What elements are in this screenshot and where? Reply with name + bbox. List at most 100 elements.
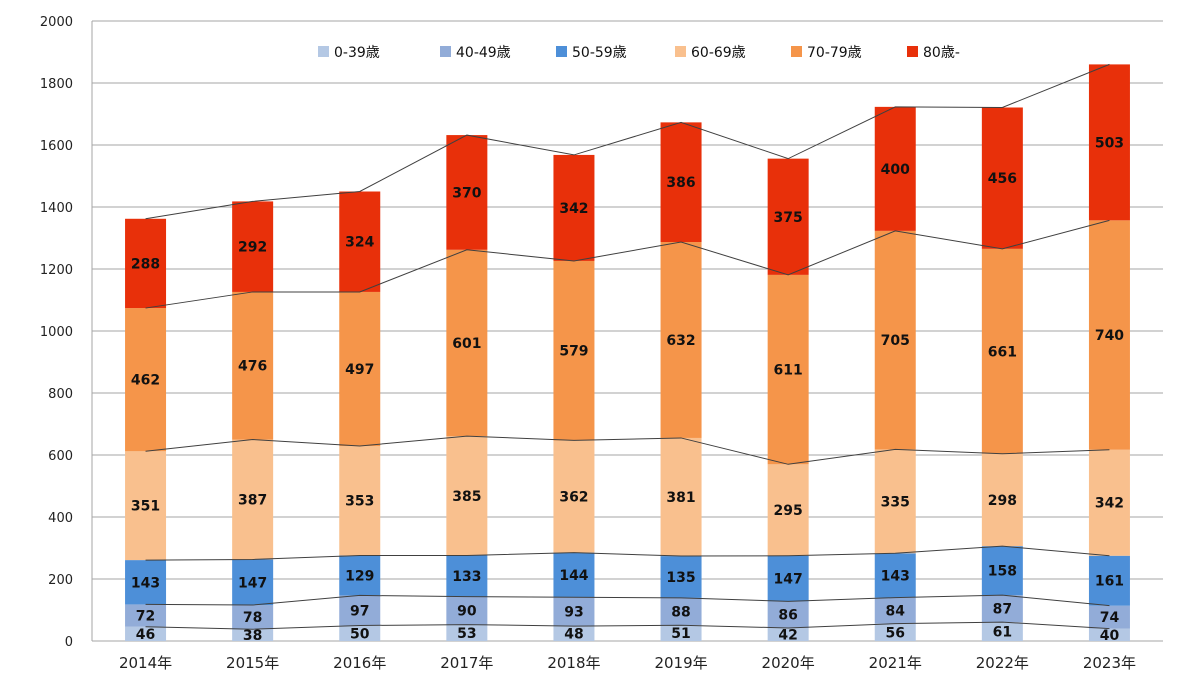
bar-segment xyxy=(874,623,916,641)
legend-item: 50-59歳 xyxy=(556,45,627,61)
bar-segment xyxy=(767,555,809,602)
data-label: 72 xyxy=(136,609,155,625)
data-label: 61 xyxy=(993,625,1012,641)
series-60-69歳 xyxy=(125,436,1130,561)
bar-segment xyxy=(660,597,702,626)
legend-item: 0-39歳 xyxy=(318,45,380,61)
data-label: 133 xyxy=(452,569,481,585)
data-label: 579 xyxy=(559,344,588,360)
legend-label: 80歳- xyxy=(923,45,960,61)
bar-segment xyxy=(553,626,595,641)
data-label: 38 xyxy=(243,628,262,644)
bar-segment xyxy=(1088,220,1130,450)
bar-segment xyxy=(981,453,1023,547)
bar-segment xyxy=(339,595,381,626)
legend-label: 60-69歳 xyxy=(691,45,746,61)
data-label: 375 xyxy=(774,210,803,226)
bar-segment xyxy=(981,622,1023,641)
bar-segment xyxy=(446,624,488,641)
legend-item: 40-49歳 xyxy=(440,45,511,61)
bar-segment xyxy=(339,555,381,596)
bar-segment xyxy=(446,596,488,625)
data-label: 129 xyxy=(345,568,374,584)
bar-segment xyxy=(232,629,274,641)
data-label: 351 xyxy=(131,499,160,515)
bar-segment xyxy=(125,308,167,452)
x-tick-label: 2023年 xyxy=(1083,654,1136,672)
data-label: 462 xyxy=(131,373,160,389)
data-label: 87 xyxy=(993,602,1012,618)
y-tick-label: 400 xyxy=(48,511,73,526)
bar-segment xyxy=(232,559,274,606)
bar-segment xyxy=(553,597,595,627)
connector-line xyxy=(145,435,1110,465)
legend-label: 50-59歳 xyxy=(572,45,627,61)
bar-segment xyxy=(660,242,702,438)
series-70-79歳 xyxy=(125,220,1130,465)
legend-item: 70-79歳 xyxy=(791,45,862,61)
legend-swatch xyxy=(791,46,802,57)
bar-segment xyxy=(446,249,488,437)
data-label: 385 xyxy=(452,489,481,505)
x-tick-label: 2020年 xyxy=(762,654,815,672)
data-label: 53 xyxy=(457,626,476,642)
data-label: 88 xyxy=(671,605,690,621)
bar-segment xyxy=(1088,449,1130,556)
data-label: 601 xyxy=(452,336,481,352)
y-tick-label: 200 xyxy=(48,573,73,588)
bar-segment xyxy=(339,291,381,447)
bar-segment xyxy=(232,291,274,440)
data-label: 503 xyxy=(1095,135,1124,151)
bar-segment xyxy=(767,627,809,641)
data-label: 740 xyxy=(1095,328,1124,344)
x-tick-label: 2019年 xyxy=(654,654,707,672)
x-tick-label: 2022年 xyxy=(976,654,1029,672)
data-label: 497 xyxy=(345,362,374,378)
legend: 0-39歳 40-49歳 50-59歳 60-69歳 70-79歳 80歳- xyxy=(318,45,960,61)
data-label: 292 xyxy=(238,240,267,256)
data-label: 362 xyxy=(559,490,588,506)
data-label: 705 xyxy=(881,333,910,349)
data-label: 342 xyxy=(559,201,588,217)
data-label: 353 xyxy=(345,494,374,510)
data-label: 50 xyxy=(350,626,370,642)
legend-label: 40-49歳 xyxy=(456,45,511,61)
y-tick-label: 1400 xyxy=(40,201,73,216)
bar-segment xyxy=(874,449,916,554)
bars xyxy=(125,64,1130,641)
legend-swatch xyxy=(440,46,451,57)
data-label: 86 xyxy=(778,608,797,624)
bar-segment xyxy=(446,436,488,556)
bar-segment xyxy=(339,446,381,556)
legend-item: 60-69歳 xyxy=(675,45,746,61)
data-label: 48 xyxy=(564,627,583,643)
bar-segment xyxy=(981,107,1023,249)
bar-segment xyxy=(1088,64,1130,221)
bar-segment xyxy=(767,274,809,465)
data-label: 370 xyxy=(452,185,481,201)
bar-segment xyxy=(553,154,595,261)
legend-swatch xyxy=(907,46,918,57)
y-tick-label: 800 xyxy=(48,387,73,402)
data-label: 147 xyxy=(238,575,267,591)
bar-segment xyxy=(981,248,1023,454)
x-tick-label: 2014年 xyxy=(119,654,172,672)
data-labels: 46 38 50 53 48 51 42 56 61 40 72 78 97 90 93 88 86 84 87 74… xyxy=(131,135,1124,644)
data-label: 335 xyxy=(881,494,910,510)
bar-segment xyxy=(1088,555,1130,606)
legend-swatch xyxy=(318,46,329,57)
bar-segment xyxy=(767,158,809,275)
connector-line xyxy=(145,621,1110,630)
data-label: 161 xyxy=(1095,574,1124,590)
data-label: 51 xyxy=(671,626,690,642)
series-50-59歳 xyxy=(125,546,1130,606)
x-tick-label: 2021年 xyxy=(869,654,922,672)
data-label: 476 xyxy=(238,359,267,375)
bar-segment xyxy=(232,201,274,292)
x-tick-label: 2016年 xyxy=(333,654,386,672)
data-label: 46 xyxy=(136,627,155,643)
series-80歳- xyxy=(125,64,1130,309)
bar-segment xyxy=(767,601,809,628)
